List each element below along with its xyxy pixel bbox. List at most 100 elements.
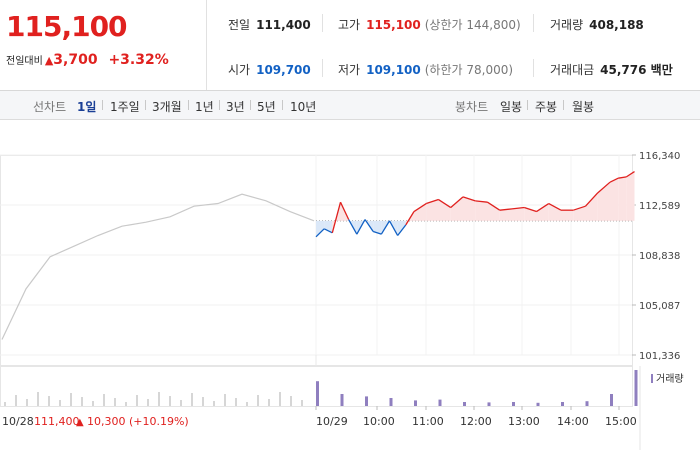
divider	[322, 59, 323, 77]
volume-bar	[340, 394, 344, 406]
y-tick-label: 105,087	[639, 301, 680, 312]
prev-volume-bar	[268, 399, 270, 406]
prev-day-line	[1, 193, 315, 340]
change-value: 3,700	[53, 52, 98, 68]
prev-day-close: 111,400	[34, 415, 80, 428]
volume-bar	[634, 370, 638, 406]
tab-1d[interactable]: 1일	[77, 100, 97, 114]
price-segment	[597, 181, 611, 194]
price-segment	[372, 230, 382, 235]
y-tick-label: 108,838	[639, 251, 680, 262]
tab-10y[interactable]: 10년	[290, 100, 317, 114]
prev-volume-bar	[169, 396, 171, 406]
gridlines	[0, 154, 636, 406]
volume-stat: 거래량 408,188	[550, 16, 644, 33]
divider	[102, 100, 103, 110]
up-area	[585, 192, 598, 221]
prev-close-label: 전일	[228, 18, 251, 32]
price-segment	[438, 198, 452, 209]
volume-bar	[438, 399, 442, 406]
volume-bar	[585, 401, 589, 406]
amount-label: 거래대금	[550, 63, 595, 77]
up-arrow-icon: ▲	[44, 54, 54, 67]
price-segment	[331, 202, 342, 234]
price-segment	[511, 206, 525, 210]
price-segment	[487, 201, 501, 211]
up-area	[512, 207, 525, 221]
y-tick-label: 101,336	[639, 351, 680, 362]
volume-bar	[389, 398, 393, 406]
volume-legend: 거래량	[656, 373, 684, 385]
line-chart-label: 선차트	[33, 100, 67, 114]
price-segment	[405, 211, 415, 226]
down-area	[316, 220, 325, 237]
prev-volume-bar	[158, 392, 160, 406]
up-area	[438, 199, 451, 221]
divider	[219, 100, 220, 110]
prev-volume-bar	[224, 394, 226, 406]
up-area	[499, 208, 512, 221]
volume-bar	[561, 402, 564, 406]
tab-3m[interactable]: 3개월	[152, 100, 182, 114]
x-axis-ticks: 10/29 10:00 11:00 12:00 13:00 14:00 15:00	[315, 406, 637, 428]
divider	[188, 100, 189, 110]
x-tick-label: 14:00	[557, 415, 589, 428]
tab-3y[interactable]: 3년	[226, 100, 245, 114]
upper-limit: (상한가 144,800)	[424, 18, 521, 32]
tab-weekly[interactable]: 주봉	[535, 100, 558, 114]
prev-volume-bar	[147, 399, 149, 406]
volume-label: 거래량	[550, 18, 584, 32]
x-tick-label: 10/29	[316, 415, 348, 428]
tab-5y[interactable]: 5년	[257, 100, 276, 114]
price-segment	[348, 219, 358, 235]
prev-volume-bar	[48, 396, 50, 406]
amount-value: 45,776 백만	[600, 63, 673, 77]
volume-value: 408,188	[589, 18, 644, 32]
down-area	[324, 220, 333, 233]
y-tick-label: 116,340	[639, 151, 680, 162]
prev-volume-bar	[81, 397, 83, 406]
price-segment	[364, 219, 374, 232]
volume-bar	[414, 400, 417, 406]
divider	[282, 100, 283, 110]
prev-volume-bar	[26, 399, 28, 406]
price-box: 115,100 전일대비 ▲3,700 +3.32%	[0, 0, 207, 90]
prev-volume-bar	[246, 402, 248, 406]
high-label: 고가	[338, 18, 361, 32]
price-segment	[524, 206, 537, 213]
price-segment	[413, 202, 427, 213]
low-stat: 저가 109,100 (하한가 78,000)	[338, 61, 513, 78]
up-area	[487, 202, 500, 221]
up-area	[414, 203, 427, 221]
price-segment	[536, 202, 550, 213]
up-area	[450, 196, 463, 221]
tab-monthly[interactable]: 월봉	[572, 100, 595, 114]
tab-1y[interactable]: 1년	[195, 100, 214, 114]
tab-1w[interactable]: 1주일	[110, 100, 140, 114]
prev-volume-bar	[37, 392, 39, 406]
prev-volume-bar	[4, 402, 6, 406]
prev-volume-bar	[114, 398, 116, 406]
tab-daily[interactable]: 일봉	[500, 100, 523, 114]
candle-chart-label: 봉차트	[455, 100, 489, 114]
up-area	[626, 171, 635, 221]
price-segment	[380, 220, 391, 235]
price-segment	[450, 196, 464, 209]
up-area	[475, 200, 488, 221]
prev-close-value: 111,400	[256, 18, 311, 32]
divider	[533, 59, 534, 77]
price-segment	[573, 205, 586, 211]
prev-volume-bar	[202, 397, 204, 406]
y-axis-ticks: 116,340 112,589 108,838 105,087 101,336	[639, 151, 680, 362]
price-segment	[388, 220, 399, 236]
prev-day-change: 10,300 (+10.19%)	[87, 415, 189, 428]
price-segment	[585, 192, 599, 207]
price-segment	[462, 196, 476, 202]
up-area	[536, 203, 549, 221]
price-segment	[475, 200, 488, 203]
x-tick-label: 15:00	[605, 415, 637, 428]
open-value: 109,700	[256, 63, 311, 77]
prev-volume-bar	[70, 393, 72, 406]
open-stat: 시가 109,700	[228, 61, 311, 78]
